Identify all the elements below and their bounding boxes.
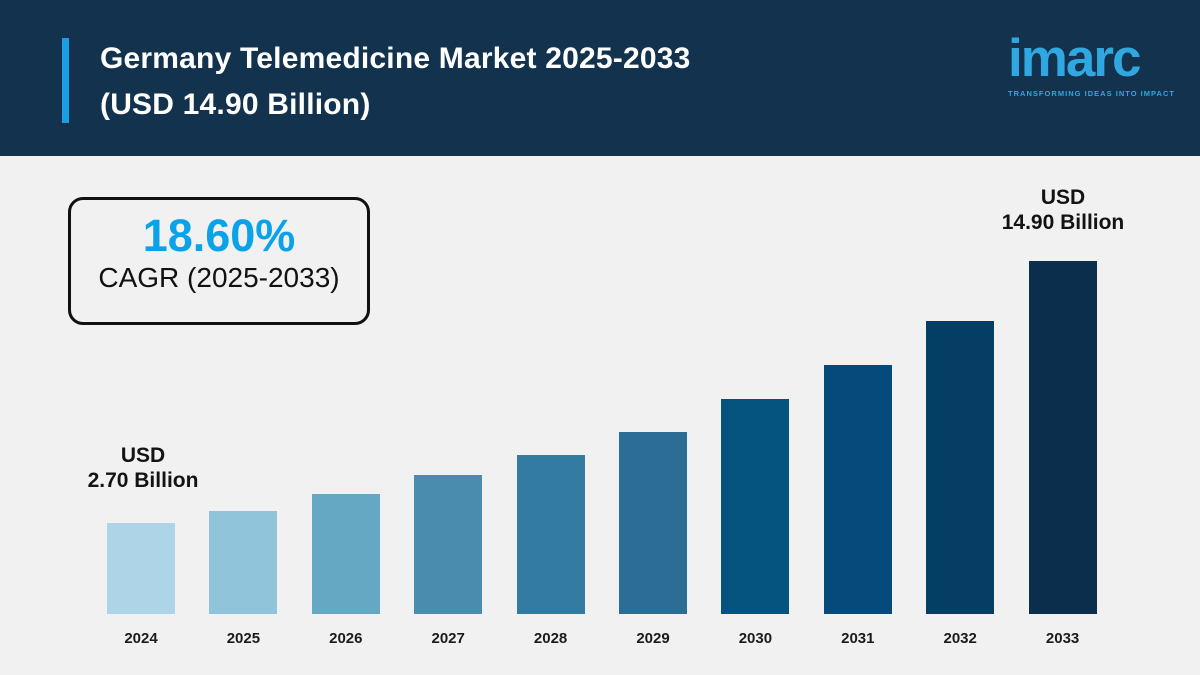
data-label-2033-line2: 14.90 Billion — [1001, 211, 1125, 234]
axis-label-2028: 2028 — [533, 630, 568, 647]
axis-label-2029: 2029 — [636, 630, 670, 647]
bar-2032 — [926, 321, 995, 614]
bar-2029 — [619, 432, 687, 614]
imarc-logo: imarc TRANSFORMING IDEAS INTO IMPACT — [1008, 29, 1178, 99]
bar-2024 — [107, 523, 175, 614]
axis-label-2025: 2025 — [226, 630, 261, 647]
axis-label-2031: 2031 — [841, 630, 875, 647]
axis-label-2033: 2033 — [1045, 630, 1080, 647]
bar-2031 — [823, 365, 892, 614]
title-accent-bar — [62, 38, 69, 123]
data-label-2033: USD 14.90 Billion — [951, 185, 1175, 235]
data-label-2024: USD 2.70 Billion — [31, 443, 255, 493]
cagr-badge: 18.60% CAGR (2025-2033) — [68, 197, 370, 325]
axis-label-2032: 2032 — [943, 630, 977, 647]
cagr-value: 18.60% — [142, 210, 296, 261]
imarc-logo-tagline: TRANSFORMING IDEAS INTO IMPACT — [1008, 89, 1175, 98]
data-label-2024-line1: USD — [120, 444, 166, 467]
bar-2033 — [1028, 261, 1097, 614]
page-title: Germany Telemedicine Market 2025-2033 (U… — [100, 36, 691, 128]
axis-label-2024: 2024 — [124, 630, 158, 647]
data-label-2024-line2: 2.70 Billion — [87, 469, 199, 492]
bar-2028 — [516, 455, 585, 614]
bar-2025 — [209, 511, 278, 614]
axis-label-2030: 2030 — [738, 630, 773, 647]
bar-chart: 2024 2025 2026 2027 2028 2029 2030 2031 2032 2033 — [0, 156, 1200, 675]
imarc-logo-text: imarc — [1008, 29, 1141, 88]
data-label-2033-line1: USD — [1040, 186, 1086, 209]
axis-label-2027: 2027 — [431, 630, 465, 647]
header-band: Germany Telemedicine Market 2025-2033 (U… — [0, 0, 1200, 156]
page-title-line1: Germany Telemedicine Market 2025-2033 — [100, 42, 691, 75]
bar-2026 — [311, 494, 380, 614]
cagr-label: CAGR (2025-2033) — [98, 262, 340, 293]
bar-2030 — [721, 399, 790, 614]
page-title-line2: (USD 14.90 Billion) — [100, 88, 371, 121]
axis-label-2026: 2026 — [329, 630, 363, 647]
bar-2027 — [414, 475, 483, 614]
